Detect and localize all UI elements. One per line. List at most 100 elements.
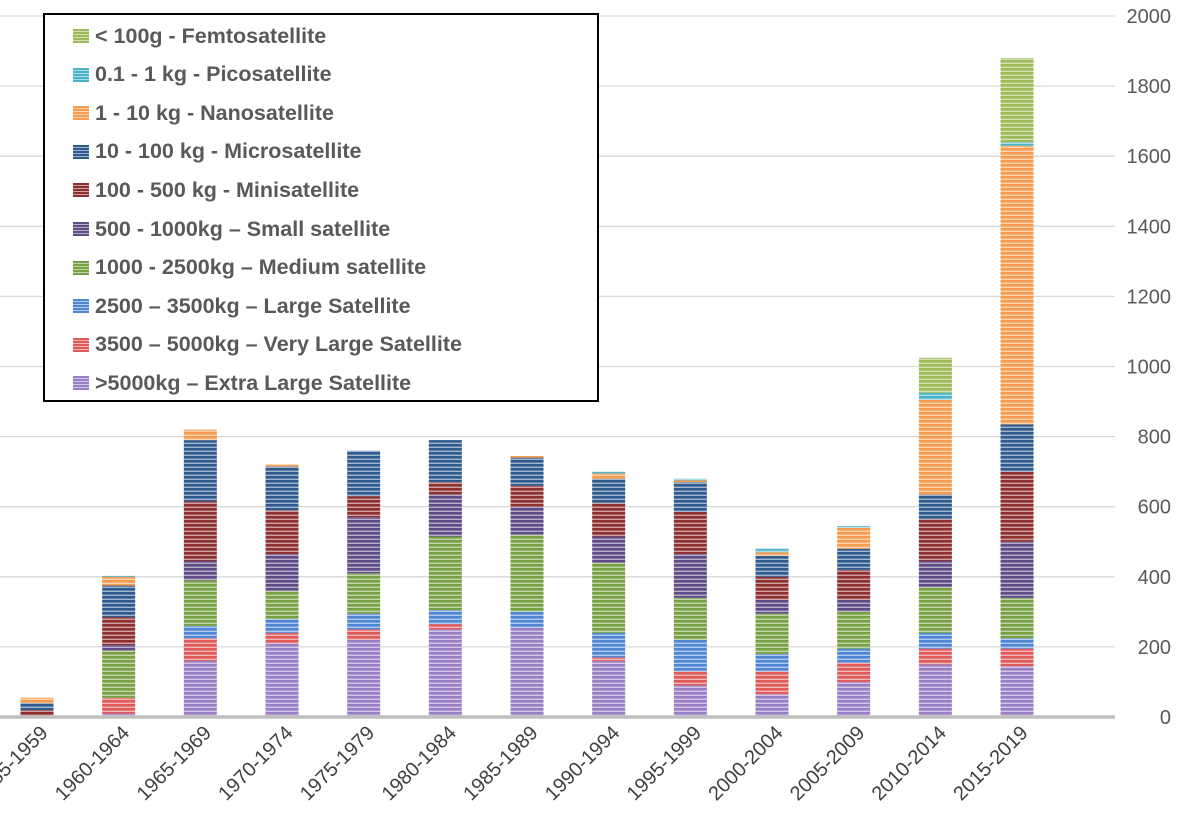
bar-segment — [1000, 58, 1034, 143]
bar-segment — [510, 485, 544, 507]
bar-segment — [673, 511, 707, 555]
y-tick-label: 1000 — [1127, 357, 1172, 379]
bar-segment — [1000, 541, 1034, 598]
bar-segment — [918, 587, 952, 633]
bar-segment — [918, 561, 952, 588]
bar-segment — [265, 643, 299, 717]
bar-segment — [673, 671, 707, 686]
bar-segment — [265, 632, 299, 644]
bar-segment — [510, 455, 544, 458]
bar-segment — [755, 548, 789, 553]
bar-segment — [755, 599, 789, 614]
bar-segment — [265, 464, 299, 467]
y-tick-label: 800 — [1138, 427, 1171, 449]
legend-swatch — [73, 67, 89, 82]
bar-segment — [510, 457, 544, 486]
x-tick-label: 2000-2004 — [704, 722, 787, 805]
bar-segment — [265, 618, 299, 633]
bar-segment — [347, 517, 381, 574]
legend-swatch — [73, 299, 89, 314]
legend-item: 10 - 100 kg - Microsatellite — [73, 135, 361, 169]
bar-segment — [102, 645, 136, 651]
bar-segment — [428, 440, 462, 483]
bar-segment — [102, 650, 136, 698]
legend-swatch — [73, 376, 89, 391]
legend-swatch — [73, 183, 89, 198]
bar-segment — [265, 554, 299, 591]
bar-segment — [183, 440, 217, 502]
bar-segment — [673, 478, 707, 481]
y-tick-label: 1200 — [1127, 286, 1172, 308]
bar-segment — [755, 552, 789, 556]
bar-segment — [183, 638, 217, 661]
x-tick-label: 1975-1979 — [296, 722, 379, 805]
legend-swatch — [73, 29, 89, 43]
bar-segment — [837, 599, 871, 612]
bar-segment — [428, 494, 462, 537]
bar-segment — [347, 573, 381, 614]
bar-segment — [1000, 424, 1034, 472]
bar-segment — [102, 576, 136, 586]
bar-segment — [918, 494, 952, 519]
bar-segment — [102, 585, 136, 618]
y-tick-label: 600 — [1138, 497, 1171, 519]
legend-label: 10 - 100 kg - Microsatellite — [95, 139, 362, 164]
bar-segment — [755, 555, 789, 577]
legend-label: 2500 – 3500kg – Large Satellite — [95, 293, 411, 318]
bar-segment — [1000, 666, 1034, 717]
bar-segment — [837, 527, 871, 549]
bar-segment — [755, 671, 789, 695]
bar-segment — [428, 482, 462, 495]
bar-segment — [347, 629, 381, 640]
y-tick-label: 1800 — [1127, 76, 1172, 98]
bar-segment — [673, 597, 707, 640]
bar-segment — [918, 392, 952, 400]
bar-segment — [918, 632, 952, 649]
legend-item: 0.1 - 1 kg - Picosatellite — [73, 58, 332, 92]
bar-segment — [1000, 142, 1034, 146]
bar-segment — [183, 625, 217, 639]
bar-segment — [510, 611, 544, 628]
bar-segment — [347, 496, 381, 518]
y-tick-label: 2000 — [1127, 6, 1172, 28]
bar-segment — [592, 562, 626, 633]
bar-segment — [183, 660, 217, 717]
bar-segment — [755, 694, 789, 717]
bar-segment — [837, 648, 871, 663]
bar-segment — [837, 548, 871, 570]
bar-segment — [265, 466, 299, 511]
bar-segment — [837, 525, 871, 528]
x-tick-label: 1990-1994 — [541, 722, 624, 805]
bar-segment — [183, 561, 217, 581]
bar-segment — [592, 536, 626, 563]
bar-segment — [102, 713, 136, 717]
legend-swatch — [73, 337, 89, 352]
bar-segment — [673, 482, 707, 512]
legend-item: 1000 - 2500kg – Medium satellite — [73, 251, 426, 285]
bar-segment — [1000, 145, 1034, 425]
bar-segment — [673, 554, 707, 598]
bar-segment — [428, 610, 462, 625]
bar-segment — [265, 510, 299, 555]
legend-item: 100 - 500 kg - Minisatellite — [73, 173, 359, 207]
y-tick-label: 0 — [1160, 707, 1171, 729]
bar-segment — [673, 639, 707, 672]
legend-item: 500 - 1000kg – Small satellite — [73, 212, 390, 246]
legend-label: 100 - 500 kg - Minisatellite — [95, 177, 360, 202]
bar-segment — [428, 629, 462, 717]
x-tick-label: 1980-1984 — [378, 722, 461, 805]
y-tick-label: 1600 — [1127, 146, 1172, 168]
x-axis-ticks: 1955-19591960-19641965-19691970-19741975… — [0, 722, 1033, 805]
bar-segment — [918, 357, 952, 393]
legend-label: 3500 – 5000kg – Very Large Satellite — [95, 332, 462, 357]
x-tick-label: 1985-1989 — [459, 722, 542, 805]
bar-segment — [102, 697, 136, 714]
bar-segment — [347, 639, 381, 717]
bar-segment — [918, 399, 952, 495]
bar-segment — [837, 611, 871, 649]
x-tick-label: 2015-2019 — [949, 722, 1032, 805]
legend-label: < 100g - Femtosatellite — [95, 23, 327, 48]
bar-segment — [592, 660, 626, 717]
bar-segment — [592, 473, 626, 479]
